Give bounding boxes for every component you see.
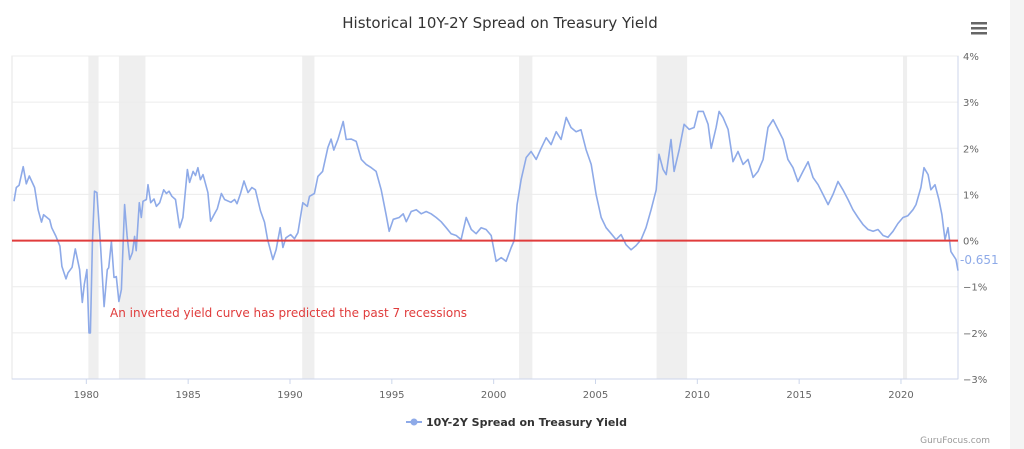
page-side-strip [1010,0,1024,449]
annotation-text: An inverted yield curve has predicted th… [110,306,467,320]
plot-border [11,55,959,380]
recession-band [302,56,315,379]
recession-band [656,56,688,379]
series-line [13,110,959,334]
legend-label: 10Y-2Y Spread on Treasury Yield [426,416,627,429]
x-tick-label: 1980 [74,390,99,401]
credit-text: GuruFocus.com [920,436,990,446]
chart-title: Historical 10Y-2Y Spread on Treasury Yie… [342,14,658,32]
y-tick-label: −1% [963,283,987,294]
legend-marker-icon [410,418,418,426]
hamburger-menu-icon[interactable] [971,22,987,35]
x-tick-label: 2005 [583,390,608,401]
x-tick-label: 2015 [786,390,811,401]
x-tick-label: 2010 [685,390,710,401]
recession-band [519,56,533,379]
legend-item[interactable]: 10Y-2Y Spread on Treasury Yield [406,416,627,429]
y-tick-label: −3% [963,375,987,386]
x-tick-label: 2000 [481,390,506,401]
x-tick-label: 2020 [888,390,913,401]
y-tick-label: 4% [963,52,979,63]
x-tick-label: 1990 [277,390,302,401]
last-value-label: -0.651 [960,253,999,267]
y-tick-label: 2% [963,144,979,155]
y-tick-label: 1% [963,190,979,201]
x-tick-label: 1995 [379,390,404,401]
y-tick-label: 0% [963,237,979,248]
y-tick-label: 3% [963,98,979,109]
y-tick-label: −2% [963,329,987,340]
x-tick-label: 1985 [175,390,200,401]
